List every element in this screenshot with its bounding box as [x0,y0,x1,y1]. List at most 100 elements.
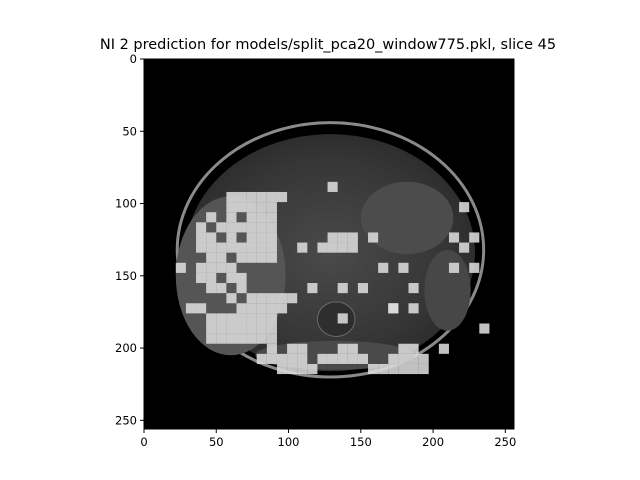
prediction-patch [256,293,267,304]
prediction-patch [246,293,257,304]
prediction-patch [357,283,369,294]
prediction-patch [226,293,237,304]
prediction-patch [266,202,277,213]
plot-title: NI 2 prediction for models/split_pca20_w… [100,37,556,53]
prediction-patch [196,303,207,314]
prediction-patch [246,242,257,253]
prediction-patch [256,232,267,243]
x-tick-label: 50 [209,435,224,449]
prediction-patch [337,353,348,364]
prediction-patch [368,232,379,243]
prediction-patch [469,262,480,273]
prediction-patch [226,202,237,213]
prediction-patch [307,283,318,294]
prediction-patch [368,363,379,375]
prediction-patch [266,212,277,223]
prediction-patch [246,323,257,334]
prediction-patch [479,323,490,334]
prediction-patch [246,191,257,203]
prediction-patch [256,222,267,233]
spine-region [316,301,356,337]
prediction-patch [266,191,277,203]
mri-slice-image [144,59,514,429]
prediction-patch [276,293,288,304]
prediction-patch [226,242,237,253]
prediction-patch [246,232,257,243]
prediction-patch [266,353,277,364]
prediction-patch [398,363,409,375]
prediction-patch [418,353,429,364]
prediction-patch [216,242,227,253]
prediction-patch [276,191,288,203]
prediction-patch [236,333,247,344]
body-outline [175,121,486,379]
prediction-patch [287,363,298,375]
prediction-patch [327,242,338,253]
prediction-patch [266,252,277,263]
prediction-patch [347,232,358,243]
prediction-patch [206,283,217,294]
prediction-patch [408,363,419,375]
prediction-patch [185,303,197,314]
prediction-patch [287,343,298,354]
prediction-patch [448,232,460,243]
prediction-patch [216,252,227,263]
prediction-patch [408,283,419,294]
prediction-patch [256,252,267,263]
prediction-patch [357,353,369,364]
prediction-patch [256,242,267,253]
prediction-patch [246,252,257,263]
prediction-patch [256,313,267,324]
prediction-patch [236,222,247,233]
prediction-patch [216,222,227,233]
prediction-patch [256,202,267,213]
prediction-patch [246,202,257,213]
prediction-patch [408,343,419,354]
x-axis-ticks: 0 50 100 150 200 250 [140,429,516,449]
prediction-patch [297,242,308,253]
prediction-patch [206,323,217,334]
prediction-patch [206,333,217,344]
prediction-patch [266,343,277,354]
y-tick-label: 50 [122,124,137,138]
prediction-patch [388,353,399,364]
prediction-patch [388,363,399,375]
prediction-patch [459,242,470,253]
prediction-patch [297,353,308,364]
prediction-patch [337,313,348,324]
prediction-patch [196,242,207,253]
prediction-patch [226,333,237,344]
x-tick-label: 0 [140,435,147,449]
prediction-patch [337,242,348,253]
prediction-patch [266,313,277,324]
prediction-patch [347,242,358,253]
prediction-patch [206,272,217,284]
prediction-patch [287,293,298,304]
prediction-patch [206,232,217,243]
prediction-patch [337,232,348,243]
prediction-patch [216,313,227,324]
prediction-patch [226,313,237,324]
prediction-patch [388,303,399,314]
prediction-patch [246,313,257,324]
prediction-patch [327,232,338,243]
prediction-patch [347,343,358,354]
prediction-patch [226,262,237,273]
prediction-patch [307,363,318,375]
prediction-patch [266,293,277,304]
prediction-patch [398,353,409,364]
prediction-patch [347,353,358,364]
prediction-patch [398,262,409,273]
axes-frame [143,58,515,430]
prediction-patch [256,303,267,314]
prediction-patch [327,181,338,192]
prediction-patch [236,202,247,213]
y-axis-ticks: 0 50 100 150 200 250 [115,52,144,427]
prediction-patch [276,353,288,364]
prediction-patch [236,323,247,334]
x-tick-label: 200 [422,435,444,449]
y-tick-label: 0 [130,52,137,66]
prediction-patch [206,242,217,253]
prediction-patch [256,333,267,344]
prediction-patch [226,191,237,203]
